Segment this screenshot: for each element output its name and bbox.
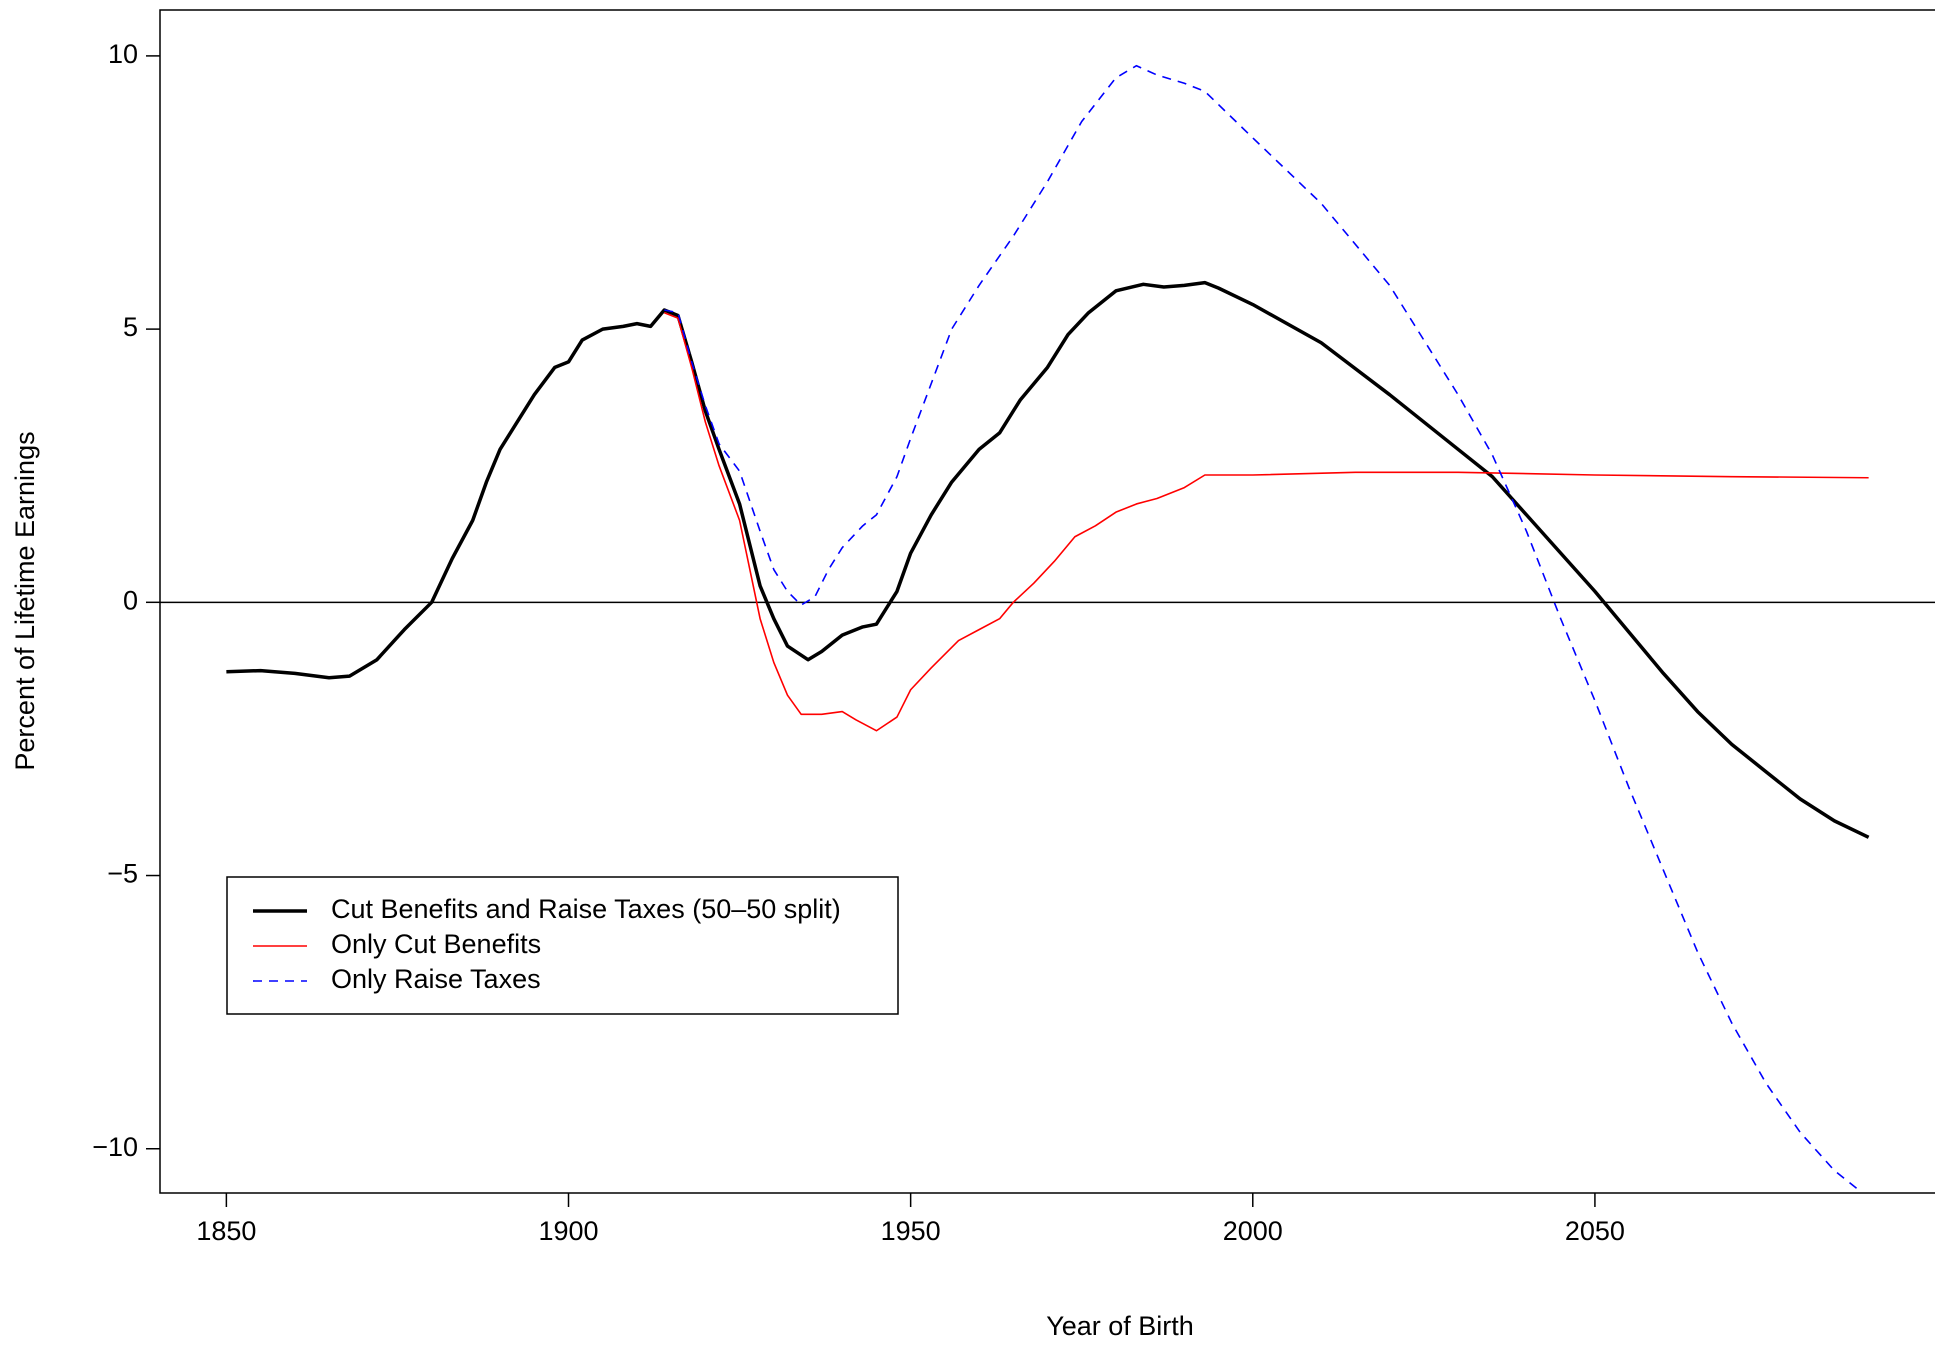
y-tick-label: −10 <box>92 1132 138 1162</box>
line-series <box>664 311 1869 732</box>
y-tick-label: 10 <box>108 39 138 69</box>
x-tick-label: 2000 <box>1223 1216 1283 1246</box>
line-series <box>226 280 1870 839</box>
x-tick-label: 1850 <box>196 1216 256 1246</box>
x-tick-label: 1900 <box>538 1216 598 1246</box>
y-tick-label: 5 <box>123 312 138 342</box>
x-tick-label: 1950 <box>881 1216 941 1246</box>
legend-label: Cut Benefits and Raise Taxes (50–50 spli… <box>331 894 841 924</box>
line-series <box>664 64 1863 1194</box>
legend-label: Only Raise Taxes <box>331 964 541 994</box>
x-tick-label: 2050 <box>1565 1216 1625 1246</box>
plot-frame <box>159 9 1935 1194</box>
x-axis-title: Year of Birth <box>1046 1311 1194 1341</box>
legend-label: Only Cut Benefits <box>331 929 541 959</box>
legend-box <box>226 876 899 1015</box>
y-tick-label: −5 <box>107 859 138 889</box>
y-axis-title: Percent of Lifetime Earnings <box>10 431 40 770</box>
y-tick-label: 0 <box>123 585 138 615</box>
